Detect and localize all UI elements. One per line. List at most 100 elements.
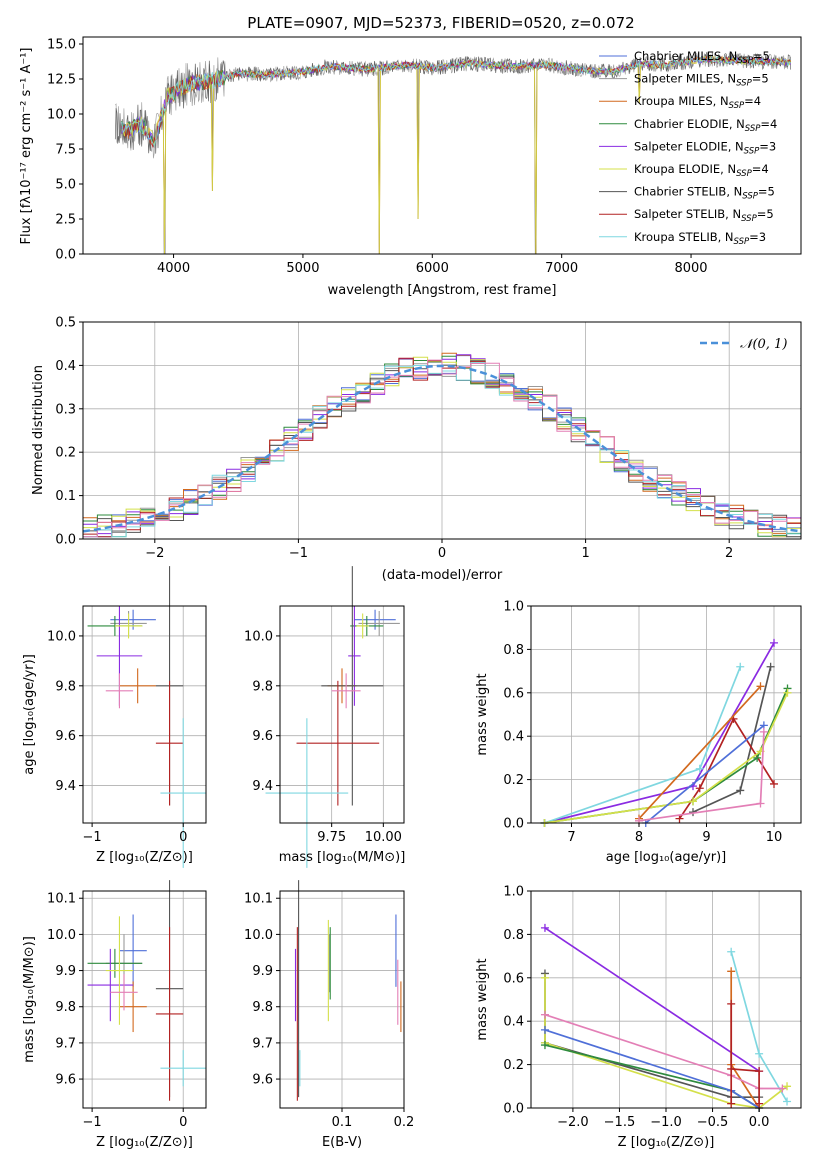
y-tick-label: 9.4 xyxy=(252,779,273,794)
y-tick-label: 10.1 xyxy=(244,892,273,907)
y-tick-label: 0.4 xyxy=(503,1015,524,1030)
weight-series-chabrier-elodie xyxy=(544,688,789,824)
y-tick-label: 9.6 xyxy=(252,1073,273,1088)
weight-series-salpeter-elodie-marker xyxy=(540,923,549,932)
y-tick-label: 9.6 xyxy=(55,1073,76,1088)
spectrum-title: PLATE=0907, MJD=52373, FIBERID=0520, z=0… xyxy=(247,14,634,32)
y-tick-label: 1.0 xyxy=(503,600,524,615)
residuals-y-label: Normed distribution xyxy=(31,365,46,495)
x-axis-label: age [log₁₀(age/yr)] xyxy=(606,850,727,865)
weight-series-kroupa-stelib-marker xyxy=(736,662,745,671)
weight-vs-age-panel: 7 8 9 10 0.0 0.2 0.4 0.6 0.8 1.0 age [log₁₀(age/yr… xyxy=(475,600,802,865)
weight-series-salpeter-stelib xyxy=(730,1003,760,1104)
y-tick-label: 9.6 xyxy=(252,729,273,744)
spectrum-x-label: wavelength [Angstrom, rest frame] xyxy=(328,283,557,298)
x-tick-label: −2.0 xyxy=(557,1115,589,1130)
weight-series-salpeter-stelib-marker xyxy=(755,1099,764,1108)
y-tick-label: 0.6 xyxy=(503,971,524,986)
legend-label-chabrier-miles: Chabrier MILES, NSSP=5 xyxy=(634,49,770,66)
y-tick-label: 0.0 xyxy=(503,817,524,832)
weight-series-salpeter-stelib-marker xyxy=(727,1099,736,1108)
normal-curve-line xyxy=(82,364,802,533)
y-tick-label: 10.1 xyxy=(47,892,76,907)
weight-series-chabrier-elodie-marker xyxy=(540,1041,549,1050)
weight-series-kroupa-miles-pink xyxy=(544,1013,783,1090)
residuals-plot-area xyxy=(82,352,802,538)
legend-label-chabrier-stelib: Chabrier STELIB, NSSP=5 xyxy=(634,185,775,202)
residuals-x-tick-label: −2 xyxy=(145,546,164,561)
residuals-panel: −2 −1 0 1 2 0.0 0.1 0.2 0.3 0.4 0.5 (data-model)/… xyxy=(31,316,802,583)
weight-series-kroupa-stelib-marker xyxy=(695,764,704,773)
spectrum-y-label: Flux [fλ10⁻¹⁷ erg cm⁻² s⁻¹ A⁻¹] xyxy=(19,48,34,245)
x-axis-label: E(B-V) xyxy=(322,1135,362,1150)
spectrum-y-tick-label: 0.0 xyxy=(55,248,76,263)
panel-frame xyxy=(82,605,207,824)
residuals-x-tick-label: 0 xyxy=(438,546,446,561)
residuals-y-tick-label: 0.4 xyxy=(55,359,76,374)
weight-series-kroupa-miles xyxy=(638,685,762,820)
spectrum-x-ticks: 4000 5000 6000 7000 8000 xyxy=(157,254,708,276)
weight-series-kroupa-miles-marker xyxy=(727,967,736,976)
y-tick-label: 10.0 xyxy=(47,629,76,644)
spectrum-y-tick-label: 10.0 xyxy=(47,108,76,123)
spectrum-x-tick-label: 4000 xyxy=(157,261,190,276)
x-tick-label: −0.5 xyxy=(697,1115,729,1130)
weight-series-chabrier-miles xyxy=(645,724,765,824)
y-tick-label: 0.0 xyxy=(503,1102,524,1117)
panel-frame xyxy=(82,890,207,1109)
age-vs-mass-panel: 9.75 10.00 9.4 9.6 9.8 10.0 mass [log₁₀(M/M⊙)] xyxy=(244,566,405,868)
spectrum-plot-area xyxy=(114,51,792,255)
residuals-x-tick-label: −1 xyxy=(289,546,308,561)
x-tick-label: 7 xyxy=(567,830,575,845)
x-tick-label: 0.0 xyxy=(749,1115,770,1130)
weight-series-kroupa-elodie-marker xyxy=(540,973,549,982)
y-tick-label: 0.8 xyxy=(503,928,524,943)
legend-label-salpeter-elodie: Salpeter ELODIE, NSSP=3 xyxy=(634,139,776,156)
y-tick-label: 9.6 xyxy=(55,729,76,744)
y-tick-label: 10.0 xyxy=(47,928,76,943)
residuals-x-ticks: −2 −1 0 1 2 xyxy=(145,539,733,561)
residuals-x-label: (data-model)/error xyxy=(382,568,503,583)
spectrum-x-tick-label: 6000 xyxy=(416,261,449,276)
spectrum-y-tick-label: 12.5 xyxy=(47,73,76,88)
weight-series-chabrier-stelib-marker xyxy=(766,662,775,671)
legend-label-kroupa-miles: Kroupa MILES, NSSP=4 xyxy=(634,94,761,111)
y-tick-label: 9.8 xyxy=(252,679,273,694)
spectrum-series-salpeter-miles xyxy=(115,52,792,255)
weight-series-salpeter-stelib-marker xyxy=(675,814,684,823)
weight-series-salpeter-stelib-marker xyxy=(755,1067,764,1076)
y-tick-label: 0.2 xyxy=(503,1058,524,1073)
x-tick-label: −1.0 xyxy=(650,1115,682,1130)
spectrum-x-tick-label: 8000 xyxy=(674,261,707,276)
weight-series-kroupa-miles-pink-marker xyxy=(778,1084,787,1093)
spectrum-frame xyxy=(82,36,802,255)
x-axis-label: Z [log₁₀(Z/Z⊙)] xyxy=(618,1135,715,1150)
y-tick-label: 1.0 xyxy=(503,885,524,900)
y-tick-label: 10.0 xyxy=(244,928,273,943)
spectrum-x-tick-label: 7000 xyxy=(545,261,578,276)
residuals-x-tick-label: 1 xyxy=(581,546,589,561)
x-tick-label: −1.5 xyxy=(604,1115,636,1130)
weight-series-kroupa-miles-pink-marker xyxy=(540,1010,549,1019)
residuals-x-tick-label: 2 xyxy=(725,546,733,561)
spectrum-y-tick-label: 2.5 xyxy=(55,213,76,228)
x-tick-label: 10 xyxy=(766,830,783,845)
y-axis-label: mass weight xyxy=(475,673,490,755)
mass-vs-metallicity-panel: −1 0 9.6 9.7 9.8 9.9 10.0 10.1 Z [log₁₀(Z/Z⊙)] ma… xyxy=(22,880,207,1150)
spectrum-panel: PLATE=0907, MJD=52373, FIBERID=0520, z=0… xyxy=(19,14,802,298)
panel-frame xyxy=(530,605,802,824)
weight-series-chabrier-stelib-marker xyxy=(736,786,745,795)
y-tick-label: 0.4 xyxy=(503,730,524,745)
y-tick-label: 9.8 xyxy=(55,1000,76,1015)
x-tick-label: 0 xyxy=(179,830,187,845)
residuals-y-tick-label: 0.5 xyxy=(55,316,76,331)
y-tick-label: 9.9 xyxy=(55,964,76,979)
x-tick-label: −1 xyxy=(83,830,102,845)
weight-series-kroupa-miles-marker xyxy=(756,682,765,691)
legend-label-salpeter-stelib: Salpeter STELIB, NSSP=5 xyxy=(634,207,774,224)
residuals-y-tick-label: 0.0 xyxy=(55,533,76,548)
weight-series-salpeter-stelib-marker xyxy=(727,999,736,1008)
x-tick-label: 9.75 xyxy=(317,830,346,845)
x-tick-label: 9 xyxy=(702,830,710,845)
weight-series-kroupa-elodie-marker xyxy=(783,688,792,697)
